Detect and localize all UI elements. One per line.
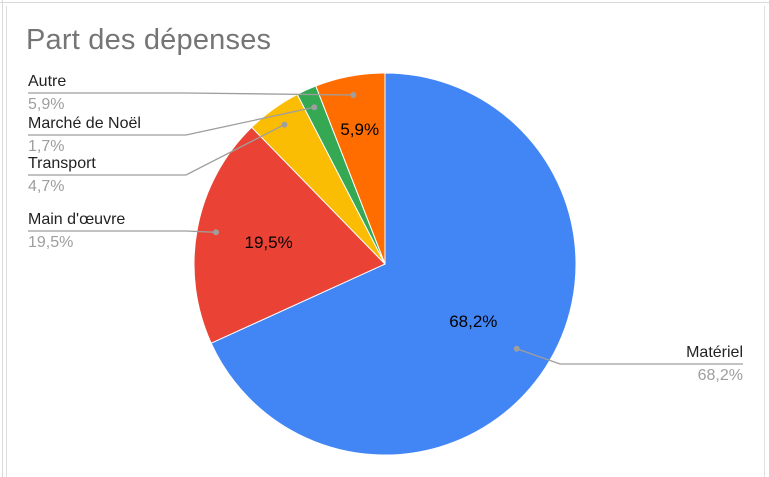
slice-inside-label-materiel: 68,2% xyxy=(449,312,497,331)
slice-name-label-main-d-oeuvre: Main d'œuvre xyxy=(28,211,125,228)
slice-value-label-autre: 5,9% xyxy=(28,96,64,113)
slice-name-label-marche-de-noel: Marché de Noël xyxy=(28,115,141,132)
slice-value-label-main-d-oeuvre: 19,5% xyxy=(28,234,73,251)
slice-name-label-autre: Autre xyxy=(28,73,66,90)
pie-slice-materiel[interactable] xyxy=(210,72,577,456)
slice-value-label-transport: 4,7% xyxy=(28,178,64,195)
leader-line-materiel xyxy=(516,348,743,365)
leader-line-transport xyxy=(28,124,285,176)
slice-name-label-materiel: Matériel xyxy=(686,344,743,361)
leader-line-marche-de-noel xyxy=(28,106,315,136)
slice-value-label-marche-de-noel: 1,7% xyxy=(28,138,64,155)
slice-labels: 68,2% Matériel 68,2% 19,5% Main d'œuvre 19,5%… xyxy=(28,73,743,384)
leader-lines xyxy=(28,92,743,365)
slice-inside-label-main-d-oeuvre: 19,5% xyxy=(244,233,292,252)
leader-line-main-d-oeuvre xyxy=(28,230,217,233)
slice-value-label-materiel: 68,2% xyxy=(698,367,743,384)
pie-slice-autre[interactable] xyxy=(315,72,386,265)
chart-title: Part des dépenses xyxy=(26,24,272,56)
leader-line-autre xyxy=(28,92,354,96)
slice-name-label-transport: Transport xyxy=(28,155,96,172)
pie-slices xyxy=(193,72,577,456)
sheet-grid-top xyxy=(0,2,769,3)
pie-slice-main-d-oeuvre[interactable] xyxy=(193,126,386,344)
sheet-grid-left xyxy=(2,0,3,477)
slice-inside-label-autre: 5,9% xyxy=(340,120,379,139)
